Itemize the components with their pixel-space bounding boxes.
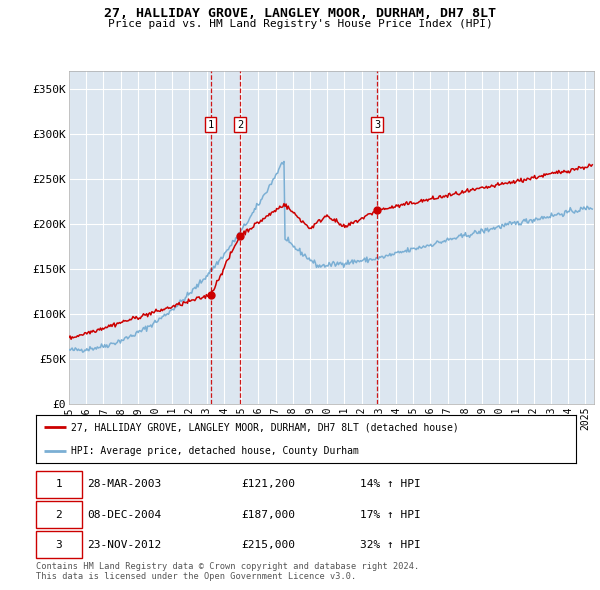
Text: 3: 3	[374, 120, 380, 130]
Text: 3: 3	[56, 540, 62, 550]
Text: £187,000: £187,000	[241, 510, 295, 520]
Text: 23-NOV-2012: 23-NOV-2012	[88, 540, 161, 550]
Text: £121,200: £121,200	[241, 480, 295, 489]
FancyBboxPatch shape	[36, 471, 82, 497]
Text: 27, HALLIDAY GROVE, LANGLEY MOOR, DURHAM, DH7 8LT: 27, HALLIDAY GROVE, LANGLEY MOOR, DURHAM…	[104, 7, 496, 20]
Text: Price paid vs. HM Land Registry's House Price Index (HPI): Price paid vs. HM Land Registry's House …	[107, 19, 493, 30]
Text: 1: 1	[208, 120, 214, 130]
Text: 2: 2	[237, 120, 243, 130]
Text: 14% ↑ HPI: 14% ↑ HPI	[360, 480, 421, 489]
Text: Contains HM Land Registry data © Crown copyright and database right 2024.
This d: Contains HM Land Registry data © Crown c…	[36, 562, 419, 581]
Text: £215,000: £215,000	[241, 540, 295, 550]
FancyBboxPatch shape	[36, 502, 82, 528]
Text: 08-DEC-2004: 08-DEC-2004	[88, 510, 161, 520]
Text: 2: 2	[56, 510, 62, 520]
Text: 27, HALLIDAY GROVE, LANGLEY MOOR, DURHAM, DH7 8LT (detached house): 27, HALLIDAY GROVE, LANGLEY MOOR, DURHAM…	[71, 422, 459, 432]
Text: 32% ↑ HPI: 32% ↑ HPI	[360, 540, 421, 550]
FancyBboxPatch shape	[36, 532, 82, 558]
Text: 17% ↑ HPI: 17% ↑ HPI	[360, 510, 421, 520]
Text: HPI: Average price, detached house, County Durham: HPI: Average price, detached house, Coun…	[71, 445, 359, 455]
Text: 28-MAR-2003: 28-MAR-2003	[88, 480, 161, 489]
Text: 1: 1	[56, 480, 62, 489]
